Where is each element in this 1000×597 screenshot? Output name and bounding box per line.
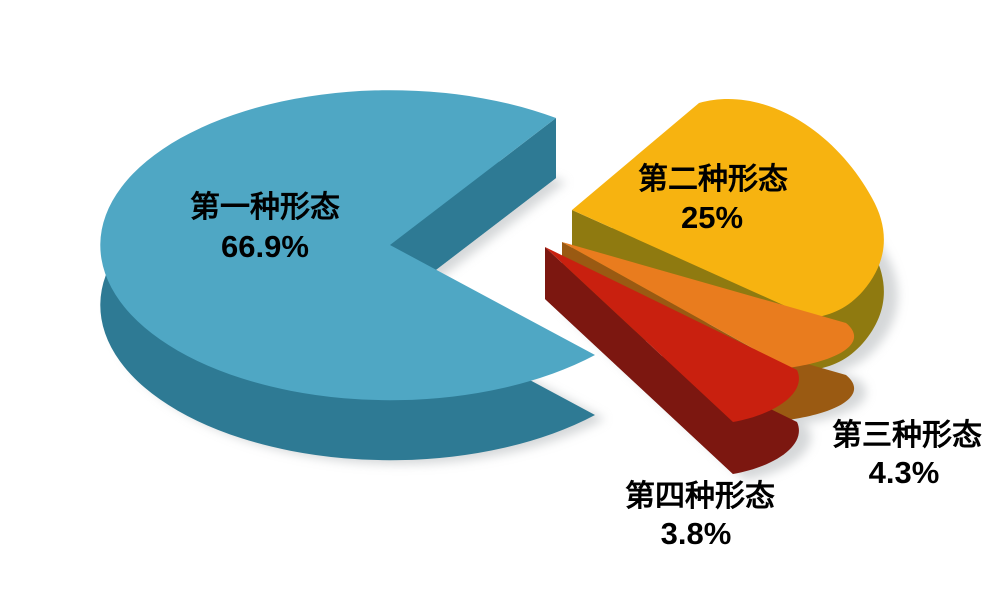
slice-top — [572, 99, 884, 318]
slice-value: 66.9% — [221, 229, 309, 264]
slice-top — [545, 247, 799, 422]
slice-callout-1: 第一种形态 66.9% — [190, 190, 340, 264]
slice-top — [562, 242, 855, 368]
pie-slice-1 — [100, 90, 595, 461]
slice-label: 第一种形态 — [190, 190, 340, 224]
slice-value: 25% — [681, 200, 743, 235]
slice-label: 第三种形态 — [832, 418, 982, 452]
pie-slice-4 — [545, 247, 799, 474]
slice-cut-wall — [545, 247, 733, 474]
slice-label: 第四种形态 — [625, 479, 775, 513]
slice-callout-2: 第二种形态 25% — [638, 162, 788, 235]
slice-value: 4.3% — [869, 455, 940, 490]
slice-cut-wall — [390, 118, 556, 305]
slice-value: 3.8% — [661, 516, 732, 551]
slice-top — [100, 90, 595, 401]
slice-label: 第二种形态 — [638, 162, 788, 196]
